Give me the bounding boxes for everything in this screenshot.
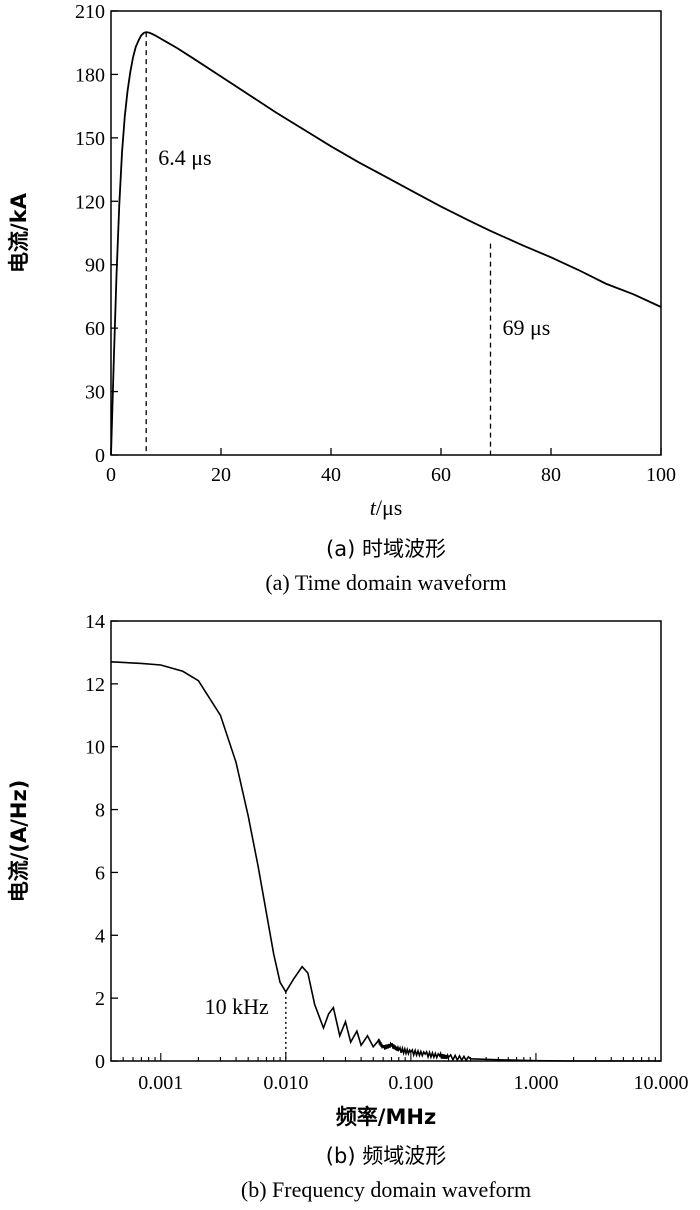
panel-b-x-tick-label: 0.100 <box>388 1072 433 1094</box>
panel-b-plot-frame <box>110 620 662 1062</box>
panel-b-x-tick-label: 10.000 <box>634 1072 689 1094</box>
panel-b-annotations: 10 kHz <box>205 991 287 1061</box>
panel-a-y-ticks: 0 30 60 90 120 150 180 210 <box>75 1 118 467</box>
panel-b-y-tick-label: 12 <box>85 674 105 696</box>
panel-a-y-tick-label: 0 <box>95 445 105 467</box>
panel-b-series-line <box>110 661 661 1062</box>
panel-b-y-ticks: 0 2 4 6 8 10 12 14 <box>85 611 118 1073</box>
panel-b-x-ticks: 0.001 0.010 0.100 1.000 10.000 <box>110 1053 689 1094</box>
panel-a-x-axis-label: t/μs <box>370 495 403 520</box>
panel-a-y-tick-label: 90 <box>85 255 105 277</box>
panel-a-y-tick-label: 210 <box>75 1 105 23</box>
panel-a-y-tick-label: 180 <box>75 64 105 86</box>
panel-a-x-tick-label: 60 <box>431 464 451 486</box>
panel-b-y-tick-label: 6 <box>95 862 105 884</box>
panel-b-x-axis-label: 频率/MHz <box>336 1105 436 1129</box>
panel-a-x-tick-label: 20 <box>211 464 231 486</box>
panel-b-caption-en: (b) Frequency domain waveform <box>241 1177 531 1202</box>
panel-b-y-tick-label: 8 <box>95 800 105 822</box>
panel-a-x-axis-label-unit: /μs <box>376 495 402 520</box>
panel-b-y-tick-label: 0 <box>95 1051 105 1073</box>
panel-b-y-tick-label: 2 <box>95 988 105 1010</box>
panel-a-annotations: 6.4 μs 69 μs <box>145 32 551 455</box>
panel-a-y-tick-label: 30 <box>85 382 105 404</box>
panel-a-x-ticks: 0 20 40 60 80 100 <box>106 448 676 486</box>
panel-b-y-axis-label: 电流/(A/Hz) <box>7 780 31 903</box>
panel-a-caption-cn: (a) 时域波形 <box>326 537 446 561</box>
panel-b-caption-cn: (b) 频域波形 <box>326 1144 446 1168</box>
panel-a-annotation-label: 69 μs <box>503 315 551 340</box>
panel-a-x-tick-label: 0 <box>106 464 116 486</box>
panel-b-frequency-domain: 0 2 4 6 8 10 12 14 0.001 0.010 0.100 1.000 10.000 1… <box>7 611 689 1202</box>
panel-a-x-tick-label: 100 <box>646 464 676 486</box>
panel-b-x-tick-label: 0.010 <box>263 1072 308 1094</box>
panel-a-plot-frame <box>110 10 662 456</box>
panel-b-y-tick-label: 14 <box>85 611 105 633</box>
panel-b-y-tick-label: 4 <box>95 925 105 947</box>
panel-b-annotation-label: 10 kHz <box>205 994 269 1019</box>
panel-a-y-axis-label: 电流/kA <box>7 192 31 273</box>
panel-a-series-line <box>110 31 662 456</box>
panel-a-y-tick-label: 60 <box>85 318 105 340</box>
panel-a-x-tick-label: 40 <box>321 464 341 486</box>
panel-b-x-tick-label: 0.001 <box>138 1072 183 1094</box>
panel-b-y-tick-label: 10 <box>85 737 105 759</box>
panel-a-annotation-label: 6.4 μs <box>158 145 211 170</box>
panel-a-x-tick-label: 80 <box>541 464 561 486</box>
panel-a-y-tick-label: 120 <box>75 191 105 213</box>
panel-a-y-tick-label: 150 <box>75 128 105 150</box>
panel-b-x-tick-label: 1.000 <box>513 1072 558 1094</box>
panel-a-x-axis-label-var: t <box>370 495 377 520</box>
panel-a-caption-en: (a) Time domain waveform <box>265 570 506 595</box>
